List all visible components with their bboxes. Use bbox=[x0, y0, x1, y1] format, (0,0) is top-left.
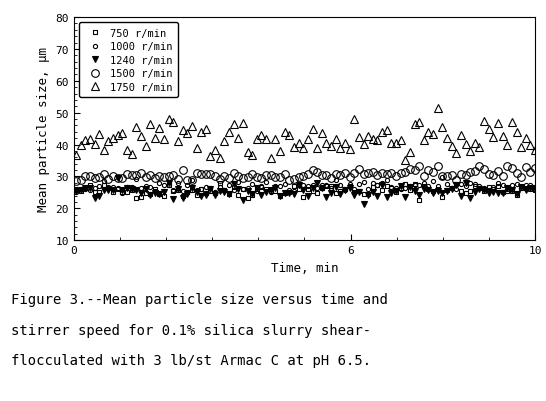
Text: stirrer speed for 0.1% silica slurry shear-: stirrer speed for 0.1% silica slurry she… bbox=[11, 323, 371, 337]
X-axis label: Time, min: Time, min bbox=[271, 261, 338, 274]
Legend: 750 r/min, 1000 r/min, 1240 r/min, 1500 r/min, 1750 r/min: 750 r/min, 1000 r/min, 1240 r/min, 1500 … bbox=[79, 23, 178, 98]
Y-axis label: Mean particle size, μm: Mean particle size, μm bbox=[37, 47, 50, 212]
Text: flocculated with 3 lb/st Armac C at pH 6.5.: flocculated with 3 lb/st Armac C at pH 6… bbox=[11, 353, 371, 367]
Text: Figure 3.--Mean particle size versus time and: Figure 3.--Mean particle size versus tim… bbox=[11, 293, 388, 307]
